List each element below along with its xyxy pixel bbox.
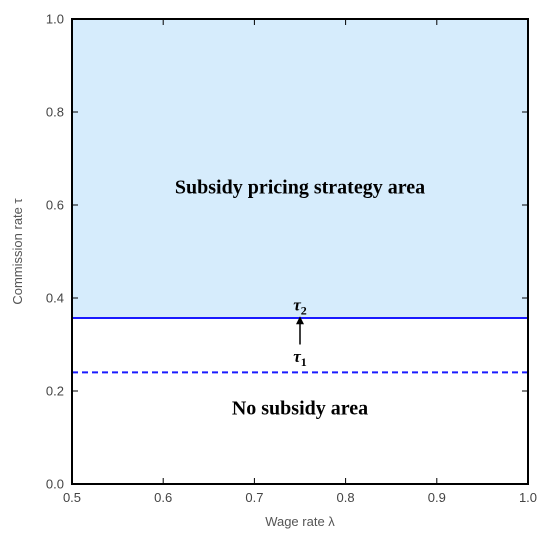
y-tick-label: 0.8 [46, 105, 64, 120]
x-tick-label: 0.8 [337, 490, 355, 505]
x-tick-label: 0.5 [63, 490, 81, 505]
x-tick-labels: 0.5 0.6 0.7 0.8 0.9 1.0 [63, 490, 537, 505]
y-tick-label: 1.0 [46, 12, 64, 27]
tau1-label: τ1 [293, 347, 307, 369]
plot-frame [71, 18, 529, 485]
tau2-subscript: 2 [301, 304, 307, 318]
tau1-subscript: 1 [301, 355, 307, 369]
tau2-base: τ [293, 296, 301, 315]
no-subsidy-area-label: No subsidy area [232, 397, 368, 419]
x-tick-label: 0.6 [154, 490, 172, 505]
x-tick-label: 0.7 [245, 490, 263, 505]
x-axis-title: Wage rate λ [265, 514, 335, 529]
tau2-label: τ2 [293, 296, 307, 318]
x-tick-label: 1.0 [519, 490, 537, 505]
y-tick-label: 0.2 [46, 384, 64, 399]
subsidy-region-fill [72, 19, 528, 318]
y-tick-label: 0.0 [46, 477, 64, 492]
y-tick-label: 0.6 [46, 198, 64, 213]
tick-marks [71, 18, 529, 485]
y-tick-labels: 0.0 0.2 0.4 0.6 0.8 1.0 [46, 12, 64, 492]
tau1-base: τ [293, 347, 301, 366]
y-axis-title: Commission rate τ [10, 198, 25, 305]
x-tick-label: 0.9 [428, 490, 446, 505]
subsidy-area-label: Subsidy pricing strategy area [175, 176, 425, 198]
plot-area [71, 18, 529, 485]
y-tick-label: 0.4 [46, 291, 64, 306]
